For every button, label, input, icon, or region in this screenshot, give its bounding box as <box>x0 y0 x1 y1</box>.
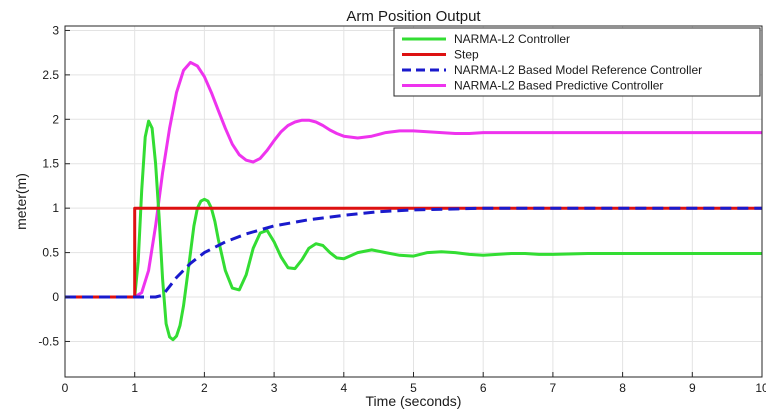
x-tick-label: 8 <box>619 381 626 395</box>
legend-item-predictive-controller: NARMA-L2 Based Predictive Controller <box>454 79 663 93</box>
legend-item-narma-l2-controller: NARMA-L2 Controller <box>454 32 570 46</box>
chart-title: Arm Position Output <box>346 8 481 25</box>
x-tick-label: 0 <box>62 381 69 395</box>
y-tick-label: 2 <box>52 112 59 126</box>
y-tick-label: 0.5 <box>42 246 59 260</box>
x-tick-label: 4 <box>340 381 347 395</box>
x-tick-label: 9 <box>689 381 696 395</box>
y-tick-label: 1.5 <box>42 157 59 171</box>
legend-item-model-reference-controller: NARMA-L2 Based Model Reference Controlle… <box>454 63 702 77</box>
legend-item-step: Step <box>454 48 479 62</box>
legend-box <box>393 27 761 97</box>
x-tick-label: 1 <box>131 381 138 395</box>
predictive-controller-line <box>65 60 762 299</box>
y-tick-label: 3 <box>52 23 59 37</box>
x-tick-label: 10 <box>755 381 766 395</box>
x-tick-label: 5 <box>410 381 417 395</box>
ticks: 0 1 2 3 4 5 6 7 8 9 10 -0.5 0 0.5 1 1.5 2 2.5 3 <box>38 23 766 395</box>
y-tick-label: -0.5 <box>38 334 59 348</box>
narma-l2-controller-line <box>65 119 762 342</box>
plot-area <box>65 60 762 342</box>
y-tick-label: 2.5 <box>42 68 59 82</box>
x-tick-label: 7 <box>550 381 557 395</box>
y-axis-title: meter(m) <box>13 173 29 230</box>
model-reference-controller-line <box>65 206 762 299</box>
x-tick-label: 6 <box>480 381 487 395</box>
x-tick-label: 3 <box>271 381 278 395</box>
x-tick-label: 2 <box>201 381 208 395</box>
x-axis-title: Time (seconds) <box>366 393 462 409</box>
y-tick-label: 0 <box>52 290 59 304</box>
y-tick-label: 1 <box>52 201 59 215</box>
